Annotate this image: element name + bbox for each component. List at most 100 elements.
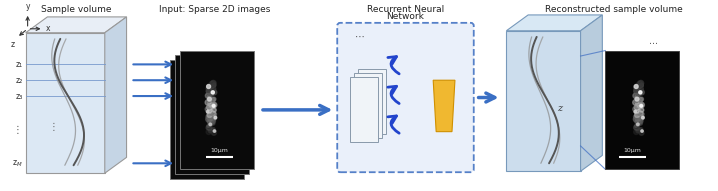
Circle shape [210, 103, 215, 109]
Circle shape [212, 108, 216, 112]
Text: Input: Sparse 2D images: Input: Sparse 2D images [159, 5, 271, 14]
Circle shape [638, 98, 643, 102]
Circle shape [213, 88, 216, 90]
Circle shape [208, 95, 211, 98]
Circle shape [640, 108, 644, 112]
Text: z₂: z₂ [15, 76, 23, 85]
Text: z$_M$: z$_M$ [12, 158, 23, 168]
Circle shape [638, 80, 643, 86]
Polygon shape [433, 80, 455, 132]
Circle shape [207, 110, 209, 113]
Circle shape [637, 128, 641, 133]
Circle shape [637, 123, 639, 126]
Circle shape [207, 113, 212, 117]
Circle shape [640, 84, 643, 87]
Circle shape [637, 84, 641, 89]
Circle shape [206, 129, 211, 134]
Polygon shape [506, 31, 581, 171]
Circle shape [633, 107, 638, 112]
Circle shape [638, 92, 641, 95]
Circle shape [638, 121, 641, 125]
Circle shape [635, 113, 640, 117]
Circle shape [209, 124, 213, 127]
Circle shape [635, 110, 639, 114]
Circle shape [639, 128, 643, 131]
Circle shape [639, 91, 642, 94]
Polygon shape [354, 73, 382, 138]
Text: 10μm: 10μm [210, 148, 228, 153]
Text: z: z [557, 104, 562, 113]
Polygon shape [506, 15, 602, 31]
Circle shape [207, 110, 211, 114]
Text: z₃: z₃ [15, 91, 23, 100]
Circle shape [212, 122, 215, 125]
Text: z₁: z₁ [16, 60, 23, 69]
Circle shape [636, 107, 640, 110]
Circle shape [207, 125, 210, 127]
Polygon shape [26, 17, 126, 33]
Text: z: z [11, 40, 15, 49]
Circle shape [209, 107, 213, 110]
Circle shape [208, 129, 212, 133]
Circle shape [208, 127, 212, 130]
Text: 10μm: 10μm [623, 148, 641, 153]
Circle shape [639, 122, 643, 125]
Circle shape [639, 115, 644, 120]
Circle shape [206, 126, 210, 130]
Circle shape [635, 100, 639, 104]
Circle shape [636, 97, 639, 100]
Circle shape [633, 93, 638, 98]
Circle shape [208, 88, 212, 92]
Text: Reconstructed sample volume: Reconstructed sample volume [545, 5, 683, 14]
Circle shape [639, 118, 643, 122]
Circle shape [205, 100, 210, 105]
Circle shape [206, 86, 210, 91]
Polygon shape [105, 17, 126, 173]
Circle shape [635, 125, 637, 127]
Circle shape [213, 104, 215, 107]
Circle shape [212, 83, 216, 87]
Circle shape [211, 102, 217, 108]
Circle shape [210, 118, 215, 124]
Circle shape [205, 93, 210, 98]
Circle shape [634, 89, 638, 92]
Circle shape [638, 123, 640, 126]
Circle shape [635, 105, 640, 110]
Circle shape [633, 115, 638, 119]
Circle shape [209, 123, 212, 126]
Circle shape [208, 109, 212, 113]
Circle shape [637, 81, 643, 87]
Circle shape [212, 86, 215, 89]
Circle shape [214, 116, 217, 119]
Circle shape [209, 92, 213, 96]
Circle shape [634, 86, 638, 91]
Circle shape [208, 100, 212, 104]
Polygon shape [175, 55, 249, 174]
Circle shape [213, 112, 217, 116]
Circle shape [635, 102, 639, 105]
Text: x: x [45, 24, 50, 33]
Circle shape [208, 102, 211, 105]
Text: ⋮: ⋮ [13, 125, 23, 135]
Circle shape [638, 114, 640, 117]
Circle shape [208, 103, 212, 106]
Circle shape [205, 107, 210, 112]
Text: Network: Network [386, 12, 424, 21]
Circle shape [640, 83, 643, 87]
Circle shape [638, 103, 643, 109]
Circle shape [635, 109, 639, 113]
Circle shape [212, 115, 217, 120]
Circle shape [635, 95, 639, 100]
Circle shape [635, 125, 638, 129]
Polygon shape [605, 51, 679, 169]
Circle shape [207, 95, 212, 100]
Circle shape [638, 118, 643, 124]
Circle shape [640, 104, 643, 107]
Circle shape [208, 116, 213, 121]
Polygon shape [581, 15, 602, 171]
Circle shape [635, 116, 640, 121]
Circle shape [636, 95, 639, 98]
Polygon shape [350, 77, 378, 142]
Circle shape [210, 81, 215, 87]
Circle shape [206, 115, 210, 119]
